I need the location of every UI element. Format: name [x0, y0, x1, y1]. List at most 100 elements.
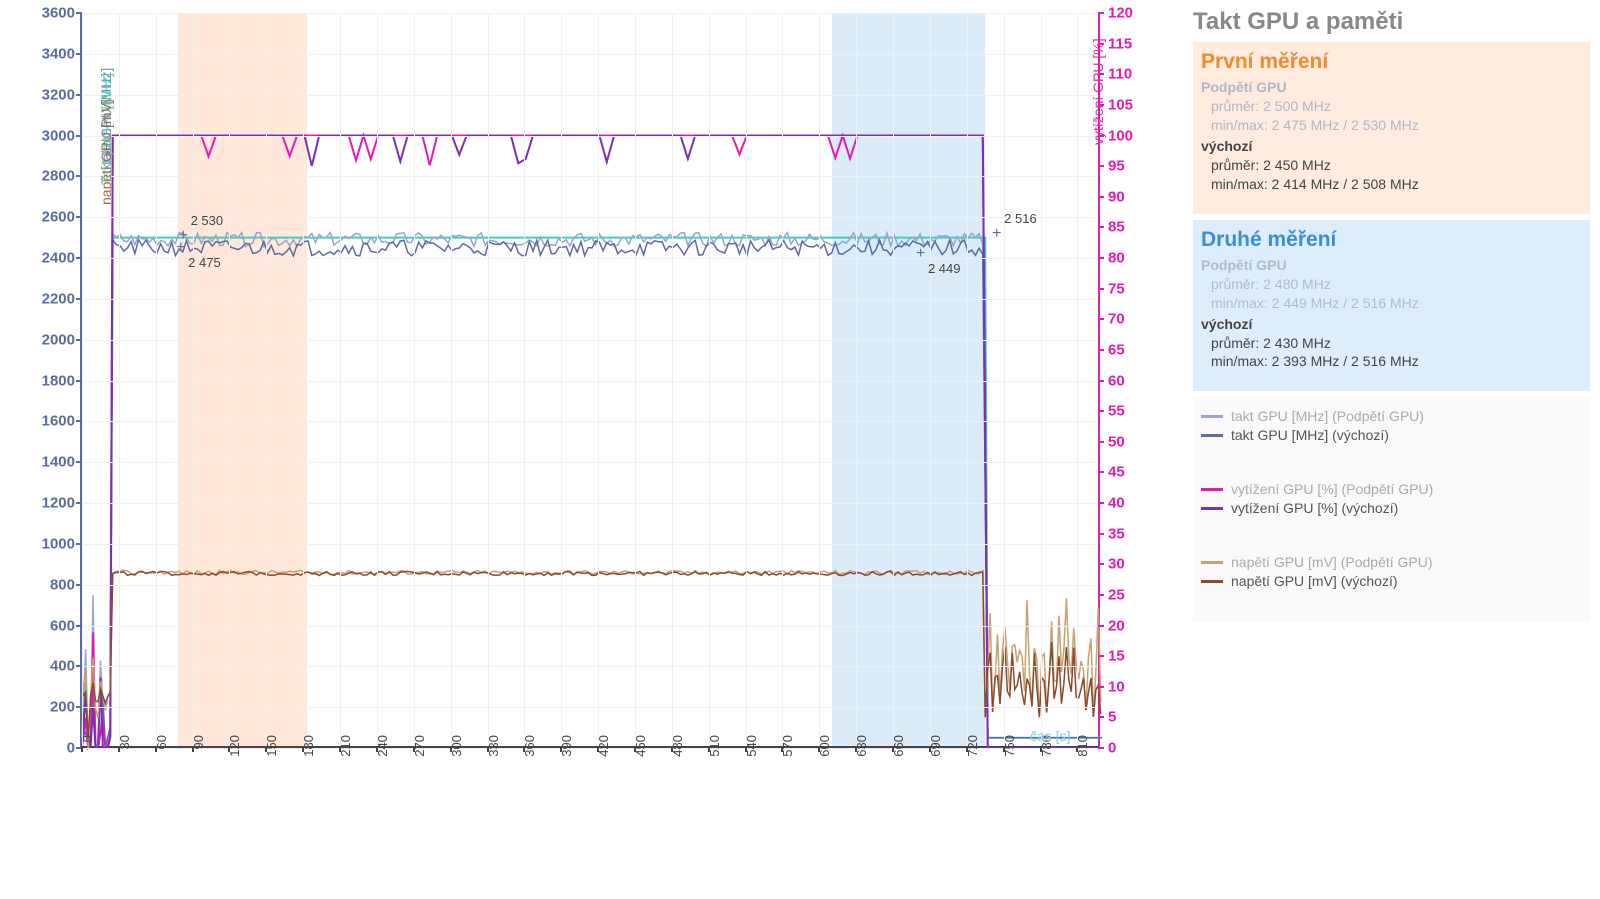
legend-row: takt GPU [MHz] (výchozí): [1201, 427, 1582, 443]
y-left-tick: 0: [5, 740, 75, 757]
legend-swatch: [1201, 561, 1223, 564]
group-avg: průměr: 2 430 MHz: [1201, 334, 1582, 353]
x-tick: 270: [412, 735, 427, 775]
group-minmax: min/max: 2 393 MHz / 2 516 MHz: [1201, 352, 1582, 371]
x-tick: 360: [522, 735, 537, 775]
x-tick: 90: [191, 735, 206, 775]
series-volt_uv: [82, 570, 1101, 748]
legend-label: vytížení GPU [%] (Podpětí GPU): [1231, 481, 1433, 497]
y-right-tick: 110: [1108, 66, 1158, 83]
y-right-tick: 85: [1108, 219, 1158, 236]
chart-lines: [82, 13, 1098, 746]
legend-label: napětí GPU [mV] (výchozí): [1231, 573, 1398, 589]
x-tick: 810: [1075, 735, 1090, 775]
legend-group-0: takt GPU [MHz] (Podpětí GPU) takt GPU [M…: [1201, 408, 1582, 443]
y-left-tick: 1000: [5, 535, 75, 552]
y-right-tick: 10: [1108, 678, 1158, 695]
series-gpu_clock_d: [82, 240, 1102, 748]
annotation: 2 475: [188, 255, 221, 270]
legend: takt GPU [MHz] (Podpětí GPU) takt GPU [M…: [1193, 397, 1590, 622]
y-left-tick: 800: [5, 576, 75, 593]
y-right-tick: 65: [1108, 341, 1158, 358]
x-tick: 660: [891, 735, 906, 775]
x-tick: 300: [449, 735, 464, 775]
y-right-tick: 30: [1108, 556, 1158, 573]
x-tick: 240: [375, 735, 390, 775]
y-right-tick: 20: [1108, 617, 1158, 634]
group-name: Podpětí GPU: [1201, 256, 1582, 275]
legend-group-2: napětí GPU [mV] (Podpětí GPU) napětí GPU…: [1201, 554, 1582, 589]
y-left-tick: 2600: [5, 209, 75, 226]
legend-row: vytížení GPU [%] (Podpětí GPU): [1201, 481, 1582, 497]
legend-label: takt GPU [MHz] (výchozí): [1231, 427, 1389, 443]
y-right-tick: 35: [1108, 525, 1158, 542]
y-right-tick: 80: [1108, 250, 1158, 267]
x-tick: 480: [670, 735, 685, 775]
legend-group-1: vytížení GPU [%] (Podpětí GPU) vytížení …: [1201, 481, 1582, 516]
x-tick: 630: [854, 735, 869, 775]
sidebar: Takt GPU a paměti První měřeníPodpětí GP…: [1175, 0, 1600, 899]
series-util_d: [82, 136, 1102, 749]
group-minmax: min/max: 2 449 MHz / 2 516 MHz: [1201, 294, 1582, 313]
y-right-tick: 0: [1108, 740, 1158, 757]
y-right-tick: 95: [1108, 158, 1158, 175]
legend-swatch: [1201, 434, 1223, 437]
series-mem_clock: [82, 238, 1102, 748]
y-right-tick: 5: [1108, 709, 1158, 726]
x-tick: 150: [264, 735, 279, 775]
chart-title: Takt GPU a paměti: [1193, 8, 1590, 36]
group-avg: průměr: 2 500 MHz: [1201, 97, 1582, 116]
measurement-panel-1: Druhé měřeníPodpětí GPUprůměr: 2 480 MHz…: [1193, 220, 1590, 392]
x-tick: 30: [117, 735, 132, 775]
x-tick: 510: [707, 735, 722, 775]
y-right-tick: 90: [1108, 188, 1158, 205]
y-left-tick: 1400: [5, 454, 75, 471]
y-right-tick: 15: [1108, 648, 1158, 665]
y-left-tick: 1200: [5, 495, 75, 512]
y-left-tick: 3200: [5, 86, 75, 103]
y-right-tick: 75: [1108, 280, 1158, 297]
measurement-panel-0: První měřeníPodpětí GPUprůměr: 2 500 MHz…: [1193, 42, 1590, 214]
annotation: 2 449: [928, 261, 961, 276]
legend-swatch: [1201, 507, 1223, 510]
group-avg: průměr: 2 480 MHz: [1201, 275, 1582, 294]
legend-label: vytížení GPU [%] (výchozí): [1231, 500, 1398, 516]
x-tick: 210: [338, 735, 353, 775]
y-left-tick: 2000: [5, 331, 75, 348]
legend-label: napětí GPU [mV] (Podpětí GPU): [1231, 554, 1433, 570]
y-right-tick: 70: [1108, 311, 1158, 328]
group-minmax: min/max: 2 475 MHz / 2 530 MHz: [1201, 116, 1582, 135]
y-left-tick: 2200: [5, 290, 75, 307]
x-tick: 750: [1002, 735, 1017, 775]
x-tick: 690: [928, 735, 943, 775]
y-left-tick: 3000: [5, 127, 75, 144]
series-volt_d: [82, 571, 1101, 739]
y-left-tick: 2400: [5, 250, 75, 267]
annotation: 2 516: [1004, 211, 1037, 226]
y-right-tick: 25: [1108, 586, 1158, 603]
y-left-tick: 200: [5, 699, 75, 716]
x-tick: 540: [744, 735, 759, 775]
y-right-tick: 55: [1108, 403, 1158, 420]
legend-swatch: [1201, 488, 1223, 491]
group-name: Podpětí GPU: [1201, 78, 1582, 97]
legend-row: vytížení GPU [%] (výchozí): [1201, 500, 1582, 516]
legend-swatch: [1201, 415, 1223, 418]
y-left-tick: 3600: [5, 5, 75, 22]
y-right-tick: 45: [1108, 464, 1158, 481]
y-left-tick: 1800: [5, 372, 75, 389]
series-gpu_clock_uv: [82, 233, 1102, 748]
x-tick: 120: [227, 735, 242, 775]
group-name: výchozí: [1201, 137, 1582, 156]
y-right-tick: 60: [1108, 372, 1158, 389]
y-left-tick: 400: [5, 658, 75, 675]
x-tick: 420: [596, 735, 611, 775]
y-left-tick: 3400: [5, 45, 75, 62]
x-tick: 330: [486, 735, 501, 775]
x-tick: 720: [965, 735, 980, 775]
group-name: výchozí: [1201, 315, 1582, 334]
y-left-tick: 2800: [5, 168, 75, 185]
legend-row: napětí GPU [mV] (Podpětí GPU): [1201, 554, 1582, 570]
y-right-tick: 120: [1108, 5, 1158, 22]
y-left-tick: 1600: [5, 413, 75, 430]
